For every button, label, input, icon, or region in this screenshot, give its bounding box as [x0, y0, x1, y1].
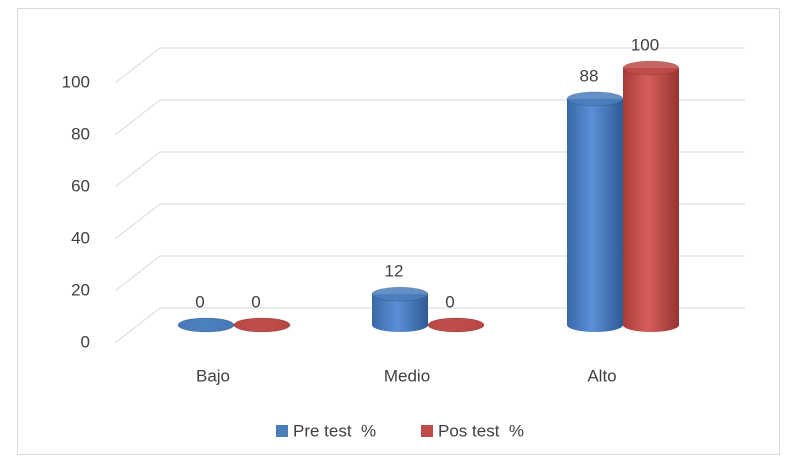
bar	[622, 60, 680, 332]
grid-line	[114, 151, 745, 188]
cylinder-top	[622, 60, 680, 76]
grid-line	[114, 255, 745, 292]
data-label: 88	[580, 66, 599, 85]
y-tick-label: 100	[62, 72, 90, 91]
cylinder-body	[623, 68, 679, 332]
data-label: 12	[385, 262, 404, 281]
legend-swatch	[276, 425, 288, 437]
cylinder-body	[372, 294, 428, 332]
cylinder-top	[233, 317, 291, 333]
data-label: 0	[251, 292, 260, 311]
data-label: 0	[445, 292, 454, 311]
y-tick-label: 0	[81, 332, 90, 351]
grid-line	[114, 47, 745, 84]
cylinder-top	[371, 286, 429, 302]
data-label: 100	[631, 35, 659, 54]
cylinder-top	[427, 317, 485, 333]
legend-label: Pre test %	[293, 421, 376, 440]
legend-swatch	[421, 425, 433, 437]
y-tick-label: 20	[71, 280, 90, 299]
bar	[233, 317, 291, 333]
x-tick-label: Bajo	[196, 366, 230, 385]
cylinder-top	[566, 91, 624, 107]
y-tick-label: 60	[71, 176, 90, 195]
x-tick-label: Alto	[587, 366, 616, 385]
cylinder-body	[567, 98, 623, 332]
bar	[427, 317, 485, 333]
data-label: 0	[195, 292, 204, 311]
bar	[177, 317, 235, 333]
bar	[371, 286, 429, 332]
cylinder-top	[177, 317, 235, 333]
y-tick-label: 40	[71, 228, 90, 247]
grid-line	[114, 99, 745, 136]
x-tick-label: Medio	[384, 366, 430, 385]
y-tick-label: 80	[71, 124, 90, 143]
bar	[566, 91, 624, 332]
legend-label: Pos test %	[438, 421, 524, 440]
grid-line	[114, 203, 745, 240]
grid-line	[114, 307, 745, 344]
